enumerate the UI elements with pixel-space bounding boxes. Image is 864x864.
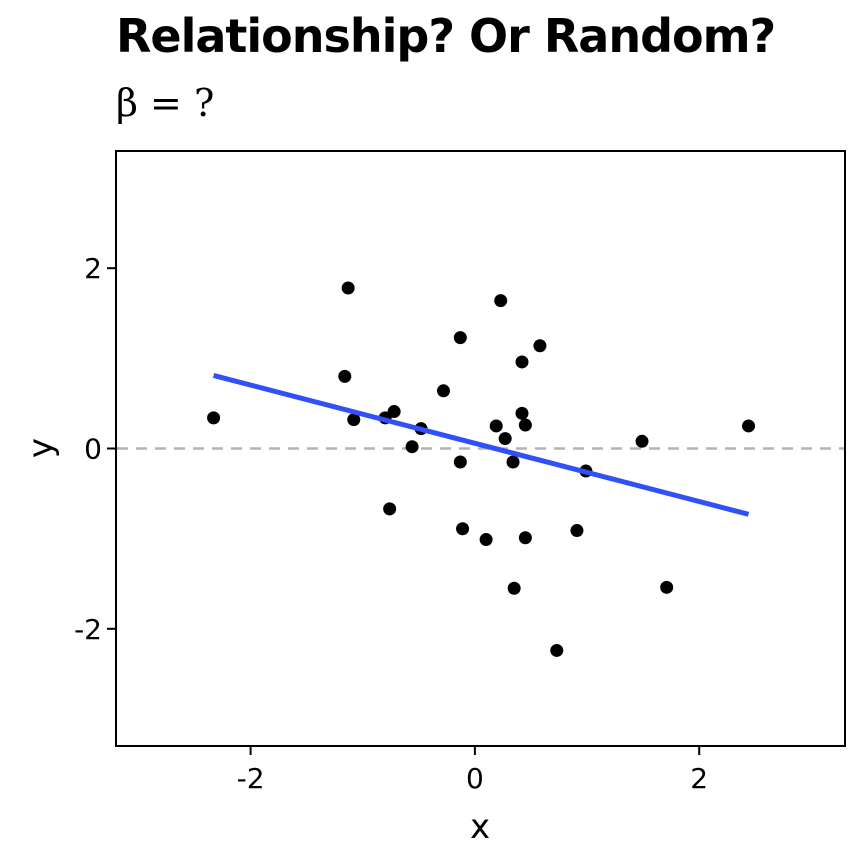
y-tick-label: -2 [74,613,102,646]
data-point [515,355,529,369]
data-point [533,339,547,353]
y-tick-label: 0 [84,433,102,466]
x-tick-label: 2 [690,762,708,795]
data-point [489,419,503,433]
data-point [570,524,584,538]
chart-title: Relationship? Or Random? [116,9,776,63]
data-point [341,281,355,295]
y-tick-label: 2 [84,252,102,285]
data-point [405,440,419,454]
data-point [518,531,532,545]
data-point [479,533,493,547]
data-point [635,434,649,448]
data-point [742,419,756,433]
x-tick-label: 0 [466,762,484,795]
data-point [453,455,467,469]
data-point [383,502,397,516]
x-tick-label: -2 [237,762,265,795]
regression-line [212,373,750,517]
data-point [515,406,529,420]
data-point [453,331,467,345]
data-point [660,580,674,594]
data-point [506,455,520,469]
data-point [456,522,470,536]
x-axis-title: x [470,807,490,847]
data-point [436,384,450,398]
data-point [338,369,352,383]
data-point [387,405,401,419]
data-point [498,432,512,446]
data-point [518,418,532,432]
data-point [507,581,521,595]
y-axis: -2 0 2 [74,252,116,646]
chart-subtitle: β = ? [116,81,215,125]
data-point [347,413,361,427]
y-axis-title: y [21,438,61,458]
data-point [550,643,564,657]
x-axis: -2 0 2 [237,746,708,795]
data-point [207,411,221,425]
data-point [494,294,508,308]
